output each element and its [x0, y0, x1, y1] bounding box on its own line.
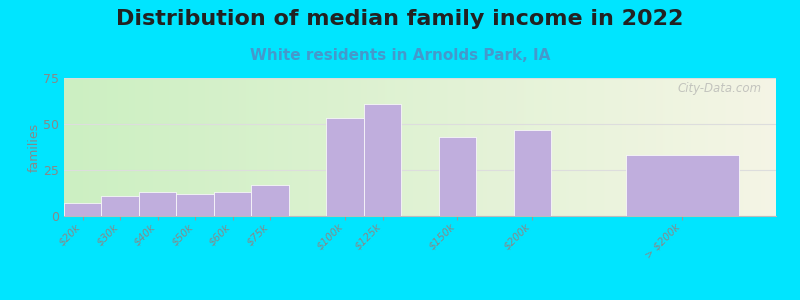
Bar — [626, 155, 738, 216]
Text: City-Data.com: City-Data.com — [678, 82, 762, 95]
Bar — [438, 137, 476, 216]
Bar — [177, 194, 214, 216]
Bar — [514, 130, 551, 216]
Bar — [251, 185, 289, 216]
Text: Distribution of median family income in 2022: Distribution of median family income in … — [116, 9, 684, 29]
Bar — [364, 104, 402, 216]
Bar — [326, 118, 364, 216]
Text: White residents in Arnolds Park, IA: White residents in Arnolds Park, IA — [250, 48, 550, 63]
Bar — [64, 203, 102, 216]
Bar — [139, 192, 177, 216]
Bar — [102, 196, 139, 216]
Y-axis label: families: families — [27, 122, 40, 172]
Bar — [214, 192, 251, 216]
